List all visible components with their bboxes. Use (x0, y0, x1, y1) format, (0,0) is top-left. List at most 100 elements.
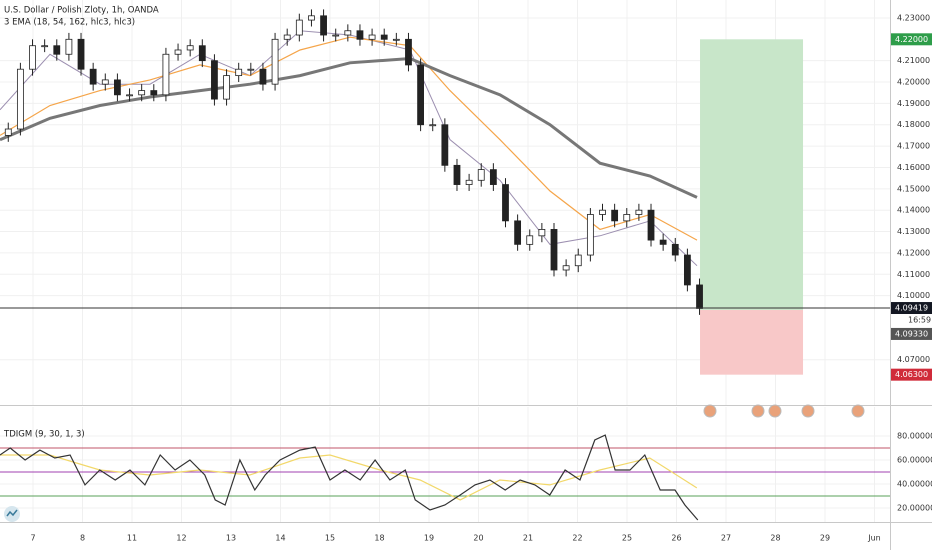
candle-body (211, 60, 218, 100)
candle-body (429, 124, 437, 127)
candle-body (53, 45, 61, 55)
candle-body (29, 45, 36, 70)
y-tick-label: 60.00000 (897, 456, 932, 465)
x-tick-label: 26 (671, 534, 681, 543)
y-tick-label: 4.11000 (897, 270, 930, 279)
candle-body (647, 209, 655, 241)
loss-zone (700, 309, 804, 375)
x-tick-label: 15 (325, 534, 335, 543)
indicator-pane (0, 407, 890, 522)
last-price-label: 4.09419 (895, 304, 928, 313)
candle-body (574, 254, 582, 267)
profit-zone (700, 39, 804, 310)
entry-label: 4.09330 (895, 329, 928, 338)
candle-body (16, 68, 24, 130)
candle-body (392, 38, 400, 41)
candle-body (295, 19, 303, 36)
candle-body (514, 220, 522, 245)
y-tick-label: 4.07000 (897, 355, 930, 364)
candle-body (623, 214, 631, 222)
x-tick-label: 21 (523, 534, 533, 543)
x-tick-label: 22 (572, 534, 582, 543)
candle-body (405, 38, 412, 66)
y-tick-label: 4.21000 (897, 56, 930, 65)
y-tick-label: 20.00000 (897, 503, 932, 512)
x-tick-label: 13 (226, 534, 236, 543)
candle-body (41, 45, 49, 48)
candle-body (235, 68, 243, 77)
candle-body (174, 49, 182, 55)
y-tick-label: 4.20000 (897, 78, 930, 87)
x-tick-label: 12 (176, 534, 186, 543)
candle-body (186, 45, 194, 51)
candle-body (441, 124, 449, 166)
countdown: 16:59 (908, 316, 931, 325)
candle-body (223, 75, 230, 100)
candle-body (538, 229, 546, 237)
candle-body (453, 164, 461, 185)
x-tick-label: Jun (867, 534, 881, 543)
candle-body (332, 34, 340, 37)
candle-body (586, 214, 594, 256)
entry-label-bg (891, 327, 932, 340)
y-tick-label: 4.13000 (897, 227, 930, 236)
candle-body (611, 209, 619, 222)
y-tick-label: 4.19000 (897, 99, 930, 108)
candle-body (126, 94, 133, 97)
candle-body (162, 53, 170, 96)
candle-body (562, 265, 570, 271)
candle-body (320, 15, 327, 36)
candle-body (150, 90, 158, 96)
target-label: 4.22000 (895, 35, 928, 44)
series-line (0, 434, 699, 521)
candle-body (368, 34, 376, 40)
candle-body (477, 169, 485, 181)
candle-body (683, 254, 691, 286)
series-line (0, 454, 698, 501)
y-tick-label: 80.00000 (897, 432, 932, 441)
x-tick-label: 29 (820, 534, 830, 543)
x-tick-label: 11 (127, 534, 137, 543)
candle-body (101, 79, 109, 85)
candle-body (526, 235, 534, 245)
candle-body (356, 30, 364, 40)
x-tick-label: 28 (770, 534, 780, 543)
x-tick-label: 14 (275, 534, 285, 543)
logo (4, 506, 20, 522)
candle-body (489, 169, 497, 185)
y-tick-label: 40.00000 (897, 479, 932, 488)
x-tick-label: 7 (30, 534, 35, 543)
x-tick-label: 25 (622, 534, 632, 543)
candle-body (247, 68, 255, 71)
indicator-legend: TDIGM (9, 30, 1, 3) (3, 430, 85, 440)
ema-legend: 3 EMA (18, 54, 162, hlc3, hlc3) (4, 18, 135, 28)
x-tick-label: 8 (80, 534, 85, 543)
candle-body (198, 45, 206, 62)
price-pane (0, 0, 890, 405)
x-tick-label: 18 (374, 534, 384, 543)
candle-body (89, 68, 97, 85)
x-tick-label: 19 (424, 534, 434, 543)
candle-body (259, 68, 267, 85)
series-line (0, 56, 698, 199)
candle-body (696, 284, 703, 309)
y-tick-label: 4.12000 (897, 248, 930, 257)
target-label-bg (891, 33, 932, 46)
stop-label: 4.06300 (895, 370, 928, 379)
candle-body (502, 184, 509, 222)
stop-label-bg (891, 368, 932, 381)
x-tick-label: 20 (473, 534, 483, 543)
candle-body (308, 15, 315, 21)
candle-body (138, 90, 146, 96)
candle-body (114, 79, 121, 96)
y-tick-label: 4.18000 (897, 120, 930, 129)
candle-body (659, 239, 667, 245)
candle-body (417, 64, 424, 126)
candle-body (344, 30, 352, 36)
candle-body (380, 34, 388, 40)
candle-body (283, 34, 291, 40)
candle-body (65, 38, 73, 55)
candle-body (550, 229, 558, 271)
y-tick-label: 4.15000 (897, 184, 930, 193)
countdown-bg (891, 314, 932, 327)
